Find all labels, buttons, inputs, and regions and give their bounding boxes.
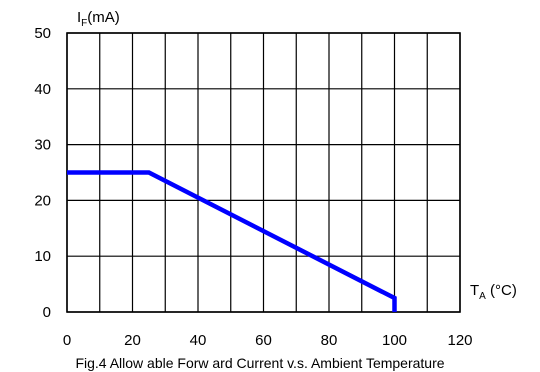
y-tick-label: 20 <box>34 192 51 209</box>
y-tick-label: 30 <box>34 137 51 154</box>
series-line <box>67 170 397 312</box>
x-axis-label: TA (°C) <box>470 282 517 302</box>
x-tick-label: 100 <box>382 332 407 349</box>
y-tick-label: 0 <box>43 304 51 321</box>
x-axis-label-main: T <box>470 282 479 299</box>
x-axis-label-unit: (°C) <box>486 282 517 299</box>
x-tick-label: 20 <box>124 332 141 349</box>
y-tick-labels: 0 10 20 30 40 50 <box>34 25 51 321</box>
x-tick-label: 40 <box>190 332 207 349</box>
y-tick-label: 50 <box>34 25 51 42</box>
x-tick-label: 120 <box>447 332 472 349</box>
x-axis-label-sub: A <box>479 291 486 302</box>
y-tick-label: 10 <box>34 248 51 265</box>
y-tick-label: 40 <box>34 81 51 98</box>
x-tick-label: 0 <box>63 332 71 349</box>
chart-caption: Fig.4 Allow able Forw ard Current v.s. A… <box>75 355 444 371</box>
y-axis-label-unit: (mA) <box>87 9 120 26</box>
y-axis-label-main: I <box>77 9 81 26</box>
x-tick-label: 80 <box>321 332 338 349</box>
x-tick-label: 60 <box>255 332 272 349</box>
x-tick-labels: 0 20 40 60 80 100 120 <box>63 332 473 349</box>
y-axis-label-sub: F <box>81 18 87 29</box>
y-axis-label: IF(mA) <box>77 9 120 29</box>
series-layer <box>67 170 397 312</box>
